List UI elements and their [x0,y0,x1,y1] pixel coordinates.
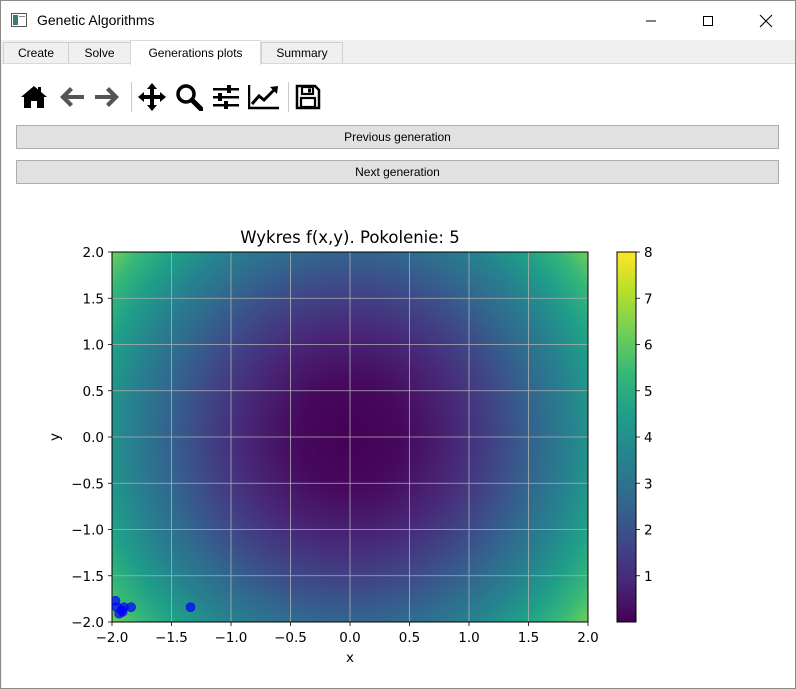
zoom-icon [176,84,203,111]
x-tick-label: −0.5 [274,630,307,646]
save-button[interactable] [292,81,324,113]
forward-button[interactable] [91,81,123,113]
close-button[interactable] [743,1,789,40]
tab-summary[interactable]: Summary [261,42,343,63]
back-button[interactable] [56,81,88,113]
configure-subplots-button[interactable] [210,81,242,113]
y-tick-label: 0.5 [83,384,104,400]
edit-axis-icon [248,85,279,110]
edit-axis-button[interactable] [248,81,280,113]
toolbar-separator [288,82,289,112]
colorbar-tick-label: 6 [644,338,653,354]
next-generation-button[interactable]: Next generation [16,160,779,184]
maximize-icon [703,15,713,26]
home-button[interactable] [18,81,50,113]
x-tick-label: −1.5 [155,630,188,646]
tab-create[interactable]: Create [3,42,69,63]
y-tick-label: −0.5 [71,476,104,492]
chart-title: Wykres f(x,y). Pokolenie: 5 [240,228,459,247]
y-tick-label: −1.0 [71,523,104,539]
colorbar-ticks: 8 7 6 5 4 3 2 1 [636,245,653,585]
population-point [126,602,136,613]
app-icon [11,13,27,27]
population-point [185,602,196,613]
tab-bar: Create Solve Generations plots Summary [1,40,795,65]
x-tick-label: 1.5 [518,630,539,646]
population-points [112,595,196,619]
y-tick-label: 1.0 [83,338,104,354]
back-icon [60,87,84,107]
y-tick-label: 2.0 [83,245,104,261]
close-icon [759,14,773,27]
window-title: Genetic Algorithms [37,12,155,28]
colorbar-tick-label: 5 [644,384,653,400]
colorbar-tick-label: 8 [644,245,653,261]
x-axis-label: x [346,650,354,666]
tab-generations-plots[interactable]: Generations plots [130,40,261,65]
pan-button[interactable] [136,81,168,113]
x-tick-label: −2.0 [96,630,129,646]
tab-content: Previous generation Next generation [2,63,795,688]
y-axis-ticks: 2.0 1.5 1.0 0.5 0.0 −0.5 −1.0 −1.5 −2.0 [71,245,112,631]
save-icon [295,84,321,110]
home-icon [21,86,47,108]
configure-subplots-icon [213,85,239,109]
colorbar-tick-label: 1 [644,569,653,585]
colorbar-tick-label: 7 [644,291,653,307]
colorbar-tick-label: 2 [644,523,653,539]
toolbar-separator [131,82,132,112]
x-tick-label: −1.0 [215,630,248,646]
x-axis-ticks: −2.0 −1.5 −1.0 −0.5 0.0 0.5 1.0 1.5 2.0 [96,622,599,646]
x-tick-label: 1.0 [458,630,479,646]
y-tick-label: −1.5 [71,569,104,585]
y-axis-label: y [47,433,63,441]
forward-icon [95,87,119,107]
x-tick-label: 0.0 [339,630,360,646]
maximize-button[interactable] [685,1,731,40]
minimize-button[interactable] [628,1,674,40]
tab-solve[interactable]: Solve [68,42,131,63]
colorbar-tick-label: 4 [644,430,653,446]
y-tick-label: −2.0 [71,615,104,631]
colorbar-tick-label: 3 [644,476,653,492]
pan-icon [138,83,166,111]
x-tick-label: 2.0 [577,630,598,646]
previous-generation-button[interactable]: Previous generation [16,125,779,149]
generation-plot: Wykres f(x,y). Pokolenie: 5 −2.0 −1.5 −1.0… [47,228,653,666]
x-tick-label: 0.5 [399,630,420,646]
title-bar: Genetic Algorithms [1,1,795,40]
y-tick-label: 1.5 [83,291,104,307]
colorbar [617,252,636,622]
minimize-icon [646,20,656,21]
zoom-button[interactable] [173,81,205,113]
y-tick-label: 0.0 [83,430,104,446]
